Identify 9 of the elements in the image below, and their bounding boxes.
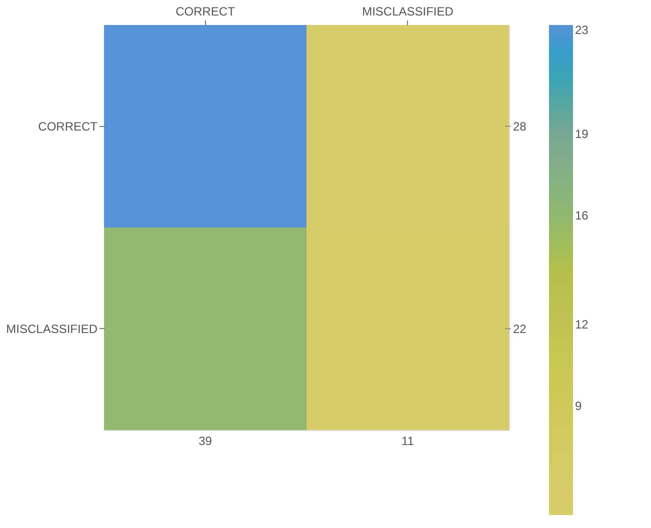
color-bar-label: 12 xyxy=(575,317,589,332)
color-bar-label: 9 xyxy=(575,399,582,414)
text: 39 xyxy=(198,434,212,448)
y2-tick-label: 28 xyxy=(513,119,527,134)
color-bar-label: 19 xyxy=(575,126,589,141)
color-bar-label: 23 xyxy=(575,23,589,37)
color-bar-label: 16 xyxy=(575,208,589,223)
y2-tick-label: 22 xyxy=(513,322,527,336)
text: 11 xyxy=(402,434,414,448)
